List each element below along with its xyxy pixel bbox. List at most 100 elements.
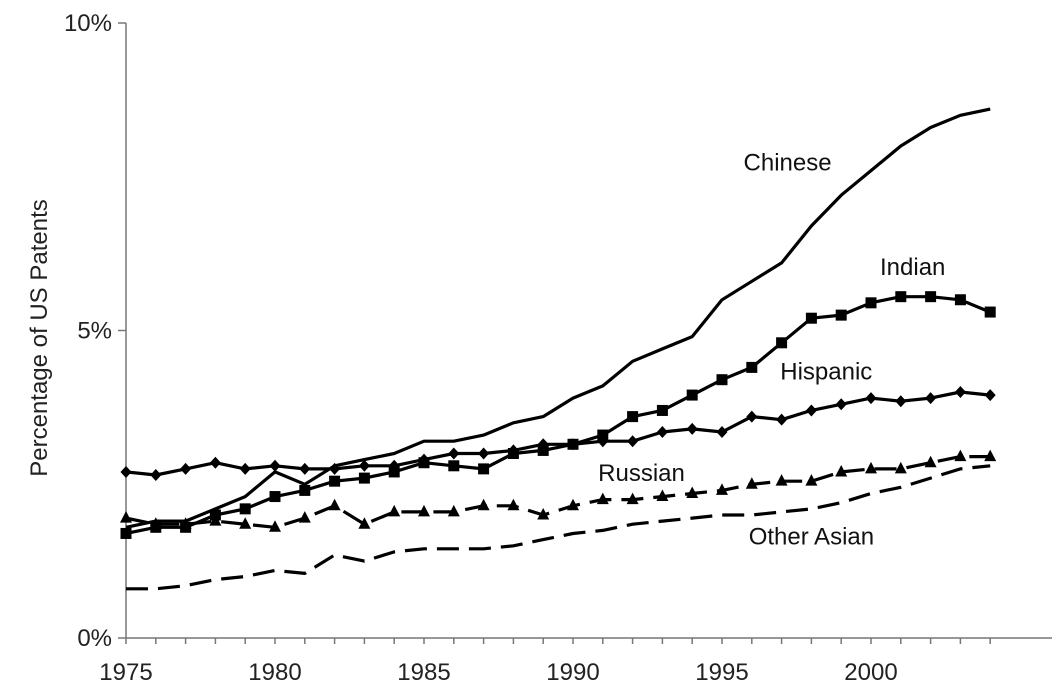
point-indian: [865, 297, 877, 309]
point-indian: [805, 312, 817, 324]
point-russian: [209, 514, 222, 526]
point-indian: [746, 361, 758, 373]
point-indian: [776, 337, 788, 349]
label-hispanic: Hispanic: [780, 359, 872, 386]
point-indian: [388, 466, 400, 478]
y-tick-label: 10%: [64, 10, 112, 37]
label-other-asian: Other Asian: [749, 524, 874, 551]
point-russian: [120, 511, 132, 523]
x-tick-label: 1980: [248, 659, 301, 686]
point-hispanic: [865, 392, 877, 405]
point-russian: [745, 477, 758, 489]
series-other-asian: [126, 464, 991, 591]
x-tick-label: 1985: [397, 659, 450, 686]
point-hispanic: [239, 462, 251, 475]
point-hispanic: [895, 395, 907, 408]
point-indian: [358, 472, 370, 484]
point-russian: [626, 492, 639, 505]
point-indian: [239, 503, 251, 515]
x-tick-label: 2000: [844, 659, 897, 686]
point-russian: [179, 517, 192, 529]
point-indian: [716, 374, 728, 386]
point-indian: [984, 306, 996, 318]
label-chinese: Chinese: [744, 150, 832, 177]
point-hispanic: [716, 425, 728, 438]
series-chinese: [125, 107, 991, 529]
point-russian: [716, 483, 728, 495]
point-indian: [656, 404, 668, 416]
series-labels: Chinese Indian Hispanic Russian Other Asian: [598, 150, 945, 551]
series-line-other-asian: [126, 464, 991, 591]
y-axis-title: Percentage of US Patents: [26, 199, 53, 477]
point-indian: [537, 444, 549, 456]
point-hispanic: [746, 410, 758, 423]
point-hispanic: [120, 465, 132, 478]
point-indian: [627, 411, 639, 423]
point-hispanic: [656, 425, 668, 438]
y-ticks: 0% 5% 10%: [64, 10, 126, 652]
point-hispanic: [299, 462, 311, 475]
point-russian: [924, 455, 937, 468]
point-hispanic: [627, 435, 639, 448]
point-indian: [478, 463, 490, 475]
point-indian: [686, 389, 698, 401]
point-russian: [358, 517, 371, 529]
point-indian: [120, 527, 132, 539]
point-russian: [507, 498, 520, 511]
x-tick-label: 1995: [695, 659, 748, 686]
point-hispanic: [329, 462, 341, 475]
label-indian: Indian: [880, 254, 945, 281]
series-hispanic: [120, 386, 996, 482]
point-hispanic: [388, 459, 400, 472]
point-russian: [894, 461, 907, 474]
series-russian: [120, 449, 997, 532]
series-line-chinese: [125, 107, 991, 529]
point-hispanic: [776, 413, 788, 426]
series-indian: [120, 291, 996, 539]
point-russian: [656, 489, 669, 502]
point-russian: [149, 517, 162, 529]
point-russian: [775, 474, 788, 486]
point-hispanic: [507, 444, 519, 457]
point-russian: [596, 492, 609, 505]
point-russian: [984, 449, 997, 462]
point-indian: [835, 309, 847, 321]
point-indian: [269, 491, 281, 503]
point-russian: [298, 511, 311, 523]
point-russian: [418, 504, 430, 517]
point-russian: [328, 498, 341, 511]
point-hispanic: [418, 453, 430, 466]
point-russian: [865, 461, 877, 474]
label-russian: Russian: [598, 460, 685, 487]
point-hispanic: [448, 447, 460, 460]
point-russian: [388, 504, 401, 517]
point-indian: [895, 291, 907, 303]
point-hispanic: [478, 447, 490, 460]
point-russian: [954, 449, 967, 462]
x-tick-label: 1990: [546, 659, 599, 686]
point-russian: [686, 486, 699, 498]
point-russian: [477, 498, 490, 511]
point-hispanic: [925, 392, 937, 405]
point-indian: [597, 429, 609, 441]
point-indian: [925, 291, 937, 303]
series-line-russian: [125, 455, 991, 529]
point-hispanic: [597, 435, 609, 448]
axes: [125, 23, 1052, 639]
point-hispanic: [805, 404, 817, 417]
point-hispanic: [537, 438, 549, 451]
series-layer: [120, 107, 997, 591]
series-line-hispanic: [125, 390, 991, 477]
point-hispanic: [209, 456, 221, 469]
point-russian: [805, 474, 818, 486]
point-indian: [329, 475, 341, 487]
point-hispanic: [954, 386, 966, 398]
point-russian: [269, 520, 281, 532]
x-tick-label: 1975: [99, 659, 152, 686]
point-hispanic: [358, 459, 370, 472]
point-russian: [239, 517, 252, 529]
y-tick-label: 5%: [77, 318, 112, 345]
x-ticks: 1975 1980 1985 1990 1995 2000: [99, 638, 991, 686]
y-tick-label: 0%: [77, 625, 112, 652]
